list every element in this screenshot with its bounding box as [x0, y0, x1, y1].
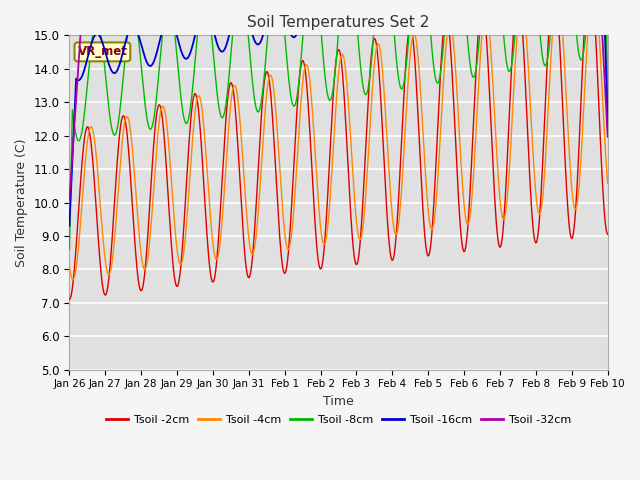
X-axis label: Time: Time: [323, 395, 354, 408]
Y-axis label: Soil Temperature (C): Soil Temperature (C): [15, 138, 28, 267]
Title: Soil Temperatures Set 2: Soil Temperatures Set 2: [247, 15, 429, 30]
Legend: Tsoil -2cm, Tsoil -4cm, Tsoil -8cm, Tsoil -16cm, Tsoil -32cm: Tsoil -2cm, Tsoil -4cm, Tsoil -8cm, Tsoi…: [102, 410, 575, 429]
Text: VR_met: VR_met: [77, 46, 127, 59]
